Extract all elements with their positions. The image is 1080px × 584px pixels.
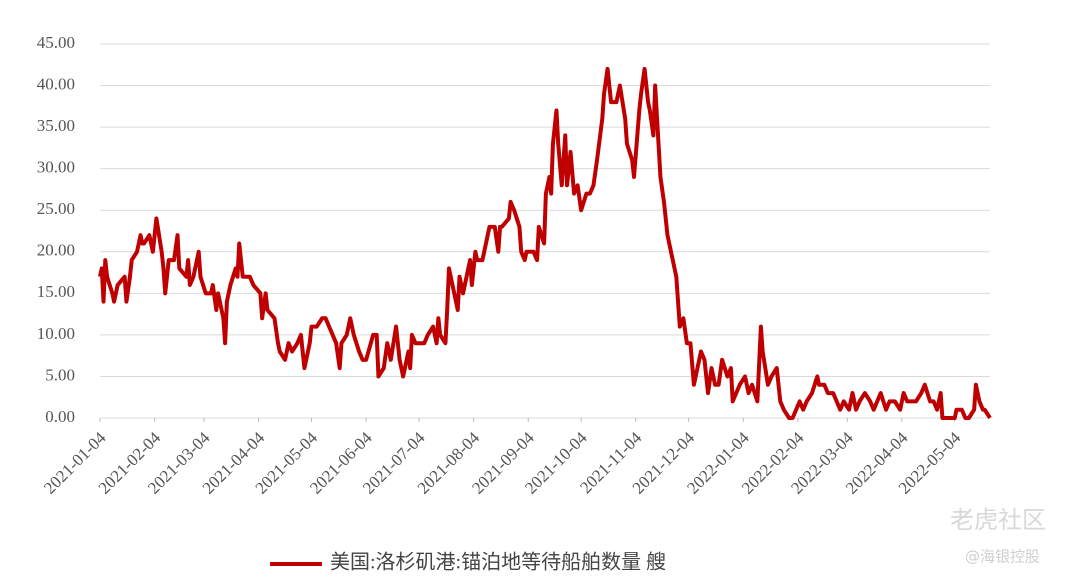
series-line — [98, 66, 992, 420]
y-tick-label: 30.00 — [37, 158, 75, 177]
y-tick-label: 35.00 — [37, 116, 75, 135]
y-tick-label: 25.00 — [37, 199, 75, 218]
watermark: 老虎社区 — [950, 506, 1046, 534]
y-tick-label: 40.00 — [37, 74, 75, 93]
y-tick-label: 20.00 — [37, 241, 75, 260]
watermark: @海银控股 — [965, 548, 1040, 566]
y-tick-label: 5.00 — [45, 365, 75, 384]
y-tick-label: 0.00 — [45, 407, 75, 426]
legend-label: 美国:洛杉矶港:锚泊地等待船舶数量 艘 — [330, 551, 666, 574]
y-tick-label: 10.00 — [37, 324, 75, 343]
y-tick-label: 45.00 — [37, 33, 75, 52]
y-tick-label: 15.00 — [37, 282, 75, 301]
